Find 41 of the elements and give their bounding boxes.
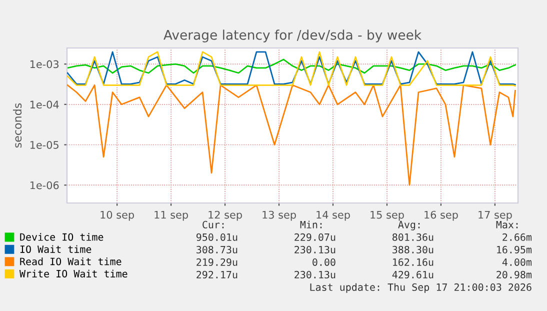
text: 229.07u [294,233,336,241]
text: 292.17u [196,270,238,278]
legend-label: Read IO Wait time [20,258,122,266]
text: 308.73u [196,246,238,254]
text: 162.16u [393,258,434,266]
text: 4.00m [502,258,532,266]
text: 16.95m [497,246,532,254]
chart-title: Average latency for /dev/sda - by week [164,30,422,42]
legend-label: Write IO Wait time [19,270,128,278]
text: 230.13u [294,270,336,278]
text: 230.13u [294,246,336,254]
x-tick-label: 13 sep [262,210,296,221]
y-tick-label: 1e-03 [30,60,59,68]
text: 429.61u [392,270,434,278]
x-tick-label: 12 sep [208,210,242,221]
y-tick-label: 1e-04 [30,100,59,109]
x-tick-label: 11 sep [154,210,188,221]
x-tick-label: 17 sep [478,210,512,221]
text: 801.36u [392,233,434,241]
text: Last update: Thu Sep 17 21:00:03 2026 [310,283,532,293]
text: Max: [496,220,518,228]
text: 219.29u [196,258,238,266]
x-tick-label: 14 sep [316,210,350,221]
text: Avg: [398,220,420,230]
text: Min: [300,220,322,228]
line-series [67,58,516,74]
text: Cur: [202,220,224,228]
legend-label: Device IO time [20,233,104,241]
y-axis-title: seconds [13,103,22,148]
text: 388.30u [392,246,434,254]
y-tick-label: 1e-06 [30,181,59,190]
x-tick-label: 16 sep [424,210,458,221]
x-tick-label: 10 sep [100,210,134,221]
text: 0.00 [312,258,336,266]
line-series [67,84,516,186]
x-tick-label: 15 sep [370,210,404,221]
text: 2.66m [502,233,532,241]
legend-label: IO Wait time [20,245,92,254]
text: 950.01u [196,233,238,241]
text: 20.98m [496,270,532,278]
y-tick-label: 1e-05 [30,140,58,149]
